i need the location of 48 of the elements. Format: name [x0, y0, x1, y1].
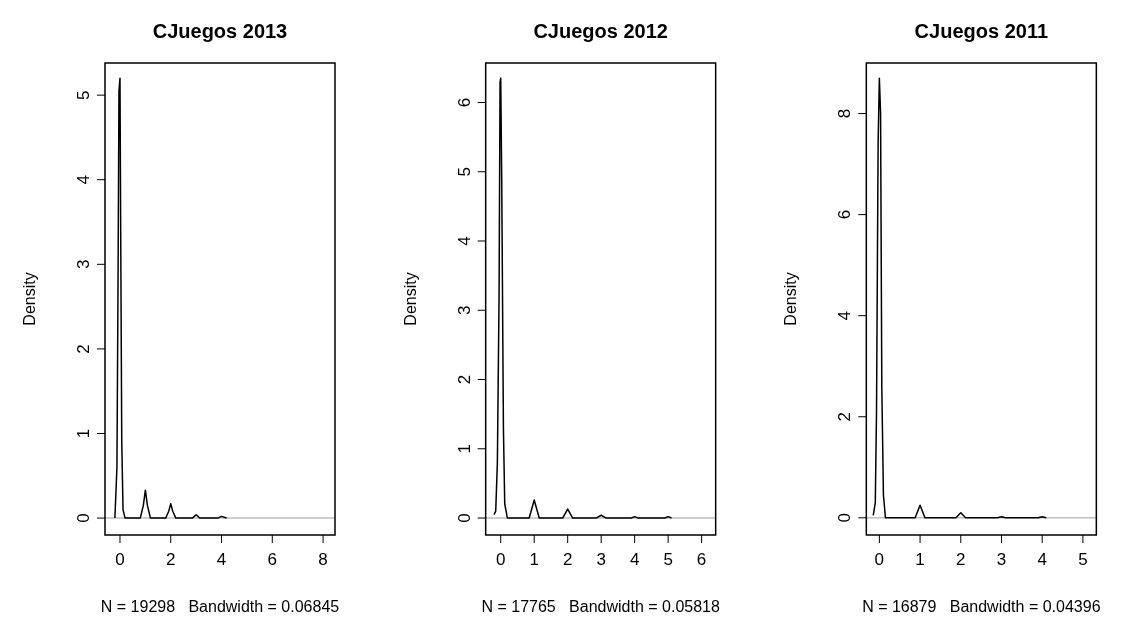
y-axis-title: Density — [782, 272, 800, 326]
line-series — [872, 77, 1048, 519]
x-tick-label: 8 — [318, 550, 328, 569]
x-tick-label: 2 — [166, 550, 176, 569]
x-tick-label: 0 — [874, 550, 885, 569]
x-tick-label: 5 — [663, 550, 673, 569]
y-tick-label: 8 — [835, 108, 855, 119]
y-tick-label: 0 — [74, 513, 93, 523]
x-tick-label: 1 — [915, 550, 925, 569]
y-tick-label: 3 — [74, 259, 93, 270]
x-tick-label: 2 — [956, 550, 966, 569]
x-tick-label: 4 — [216, 550, 227, 569]
chart-title: CJuegos 2011 — [914, 20, 1049, 42]
x-tick-label: 6 — [696, 550, 707, 569]
x-tick-label: 6 — [267, 550, 278, 569]
y-tick-label: 4 — [835, 310, 855, 321]
y-tick-label: 5 — [74, 90, 93, 100]
y-axis-title: Density — [401, 272, 419, 326]
y-tick-label: 2 — [835, 412, 855, 422]
x-tick-label: 0 — [115, 550, 125, 569]
y-tick-label: 6 — [454, 97, 474, 108]
x-tick-label: 5 — [1078, 550, 1088, 569]
y-tick-label: 5 — [454, 167, 474, 177]
x-tick-label: 0 — [496, 550, 506, 569]
x-tick-label: 3 — [996, 550, 1007, 569]
y-tick-label: 3 — [454, 305, 474, 315]
y-tick-label: 2 — [454, 374, 474, 385]
y-tick-label: 1 — [74, 428, 93, 439]
x-axis-title: N = 16879 Bandwidth = 0.04396 — [862, 598, 1101, 615]
line-series — [114, 77, 228, 519]
y-tick-label: 0 — [835, 513, 855, 523]
y-tick-label: 2 — [74, 344, 93, 354]
x-axis-title: N = 17765 Bandwidth = 0.05818 — [481, 598, 720, 615]
y-axis-title: Density — [21, 272, 38, 326]
x-tick-label: 2 — [562, 550, 573, 569]
x-tick-label: 4 — [1037, 550, 1047, 569]
y-tick-label: 1 — [454, 444, 474, 454]
y-tick-label: 4 — [74, 175, 93, 185]
x-tick-label: 1 — [529, 550, 539, 569]
line-series — [493, 77, 673, 519]
y-tick-label: 0 — [454, 513, 474, 523]
x-axis-title: N = 19298 Bandwidth = 0.06845 — [100, 598, 340, 615]
chart-title: CJuegos 2013 — [152, 20, 288, 42]
chart-title: CJuegos 2012 — [533, 20, 668, 42]
x-tick-label: 4 — [629, 550, 640, 569]
y-tick-label: 4 — [454, 236, 474, 246]
x-tick-label: 3 — [596, 550, 606, 569]
y-tick-label: 6 — [835, 209, 855, 220]
